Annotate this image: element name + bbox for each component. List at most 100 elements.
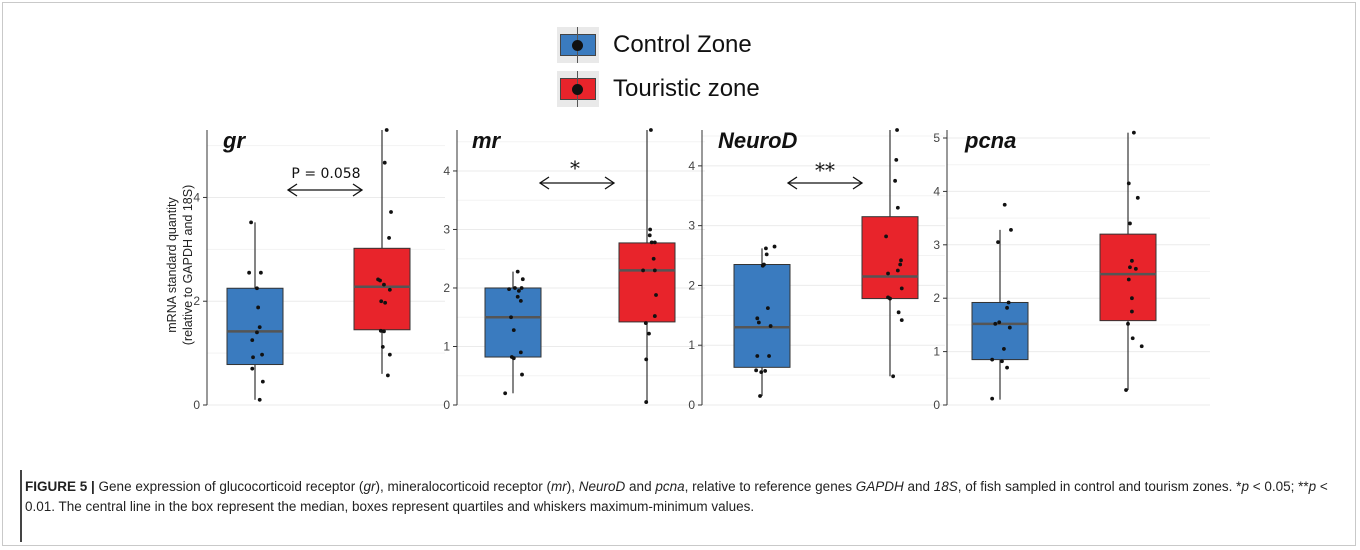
caption-part: < 0.01. The central line in the box repr… [25, 479, 1328, 514]
data-point [767, 354, 771, 358]
data-point [1005, 365, 1009, 370]
y-tick-label: 4 [933, 184, 940, 198]
data-point [384, 128, 389, 132]
arrowhead-left [786, 176, 798, 190]
data-point [765, 306, 770, 311]
arrowhead-right [352, 183, 364, 197]
legend-label-control: Control Zone [613, 31, 752, 58]
data-point [893, 178, 897, 183]
caption-part: gr [363, 479, 376, 494]
data-point [515, 294, 520, 299]
legend: Control Zone Touristic zone [557, 25, 760, 113]
data-point [515, 269, 520, 274]
data-point [654, 293, 658, 297]
y-tick-label: 2 [193, 294, 200, 308]
data-point [760, 263, 765, 268]
data-point [1126, 181, 1131, 186]
data-point [250, 338, 255, 343]
data-point [652, 314, 657, 318]
data-point [250, 366, 255, 371]
data-point [516, 289, 521, 293]
data-point [378, 328, 383, 333]
box-plots: mRNA standard quantity (relative to GAPD… [165, 128, 1210, 412]
data-point [389, 210, 393, 214]
data-point [896, 310, 901, 315]
legend-item-control: Control Zone [557, 25, 760, 65]
data-point [898, 262, 903, 267]
caption-part: , of fish sampled in control and tourism… [957, 479, 1242, 494]
panel-title-mr: mr [472, 128, 502, 153]
data-point [886, 271, 890, 276]
data-point [764, 246, 768, 251]
data-point [255, 286, 259, 291]
data-point [772, 244, 777, 249]
data-point [894, 157, 899, 162]
panel-title-gr: gr [222, 128, 246, 153]
data-point [511, 328, 516, 333]
data-point [895, 205, 900, 210]
data-point [511, 356, 516, 361]
data-point [385, 373, 390, 378]
data-point [641, 268, 645, 273]
data-point [257, 325, 262, 330]
data-point [260, 352, 264, 357]
data-point [1124, 388, 1128, 392]
box-touristic [353, 247, 411, 331]
data-point [649, 240, 654, 245]
box-touristic [1099, 233, 1157, 322]
data-point [255, 330, 259, 335]
caption-part: Gene expression of glucocorticoid recept… [94, 479, 364, 494]
y-tick-label: 2 [688, 278, 695, 292]
data-point [1000, 359, 1004, 364]
data-point [895, 128, 899, 132]
caption-part: p [1241, 479, 1249, 494]
caption-text: Gene expression of glucocorticoid recept… [25, 479, 1328, 514]
data-point [1131, 130, 1136, 135]
arrowhead-left [286, 183, 298, 197]
data-point [768, 324, 773, 328]
data-point [1126, 277, 1131, 282]
data-point [891, 374, 896, 379]
data-point [247, 270, 252, 275]
data-point [256, 305, 261, 310]
y-tick-label: 1 [443, 339, 450, 353]
data-point [993, 321, 998, 326]
data-point [509, 315, 513, 320]
data-point [518, 350, 523, 355]
data-point [382, 282, 386, 287]
caption-part: ), [566, 479, 579, 494]
box-control [971, 301, 1029, 361]
data-point [383, 300, 388, 305]
box-control [484, 287, 542, 358]
caption-part: < 0.05; ** [1248, 479, 1309, 494]
y-tick-label: 0 [688, 398, 695, 412]
data-point [520, 277, 525, 282]
caption-part: and [625, 479, 656, 494]
data-point [899, 286, 904, 291]
data-point [507, 287, 511, 292]
data-point [1009, 227, 1013, 232]
caption-figure-label: FIGURE 5 | [25, 479, 95, 494]
data-point [249, 220, 253, 225]
box-control [226, 287, 284, 366]
data-point [1130, 336, 1135, 341]
data-point [379, 299, 384, 304]
data-point [519, 286, 524, 290]
data-point [990, 357, 995, 362]
y-tick-label: 0 [933, 398, 940, 412]
data-point [990, 396, 995, 401]
data-point [756, 320, 761, 325]
y-tick-label: 0 [443, 398, 450, 412]
panel-title-pcna: pcna [964, 128, 1016, 153]
data-point [1130, 296, 1134, 301]
caption-part: p [1308, 479, 1317, 494]
significance-label: ** [815, 158, 835, 182]
data-point [1135, 195, 1140, 200]
data-point [899, 258, 903, 263]
data-point [888, 296, 892, 301]
data-point [251, 355, 255, 360]
data-point [1128, 265, 1132, 270]
data-point [1130, 309, 1134, 314]
caption-part: ), mineralocorticoid receptor ( [375, 479, 552, 494]
arrowhead-right [604, 176, 616, 190]
